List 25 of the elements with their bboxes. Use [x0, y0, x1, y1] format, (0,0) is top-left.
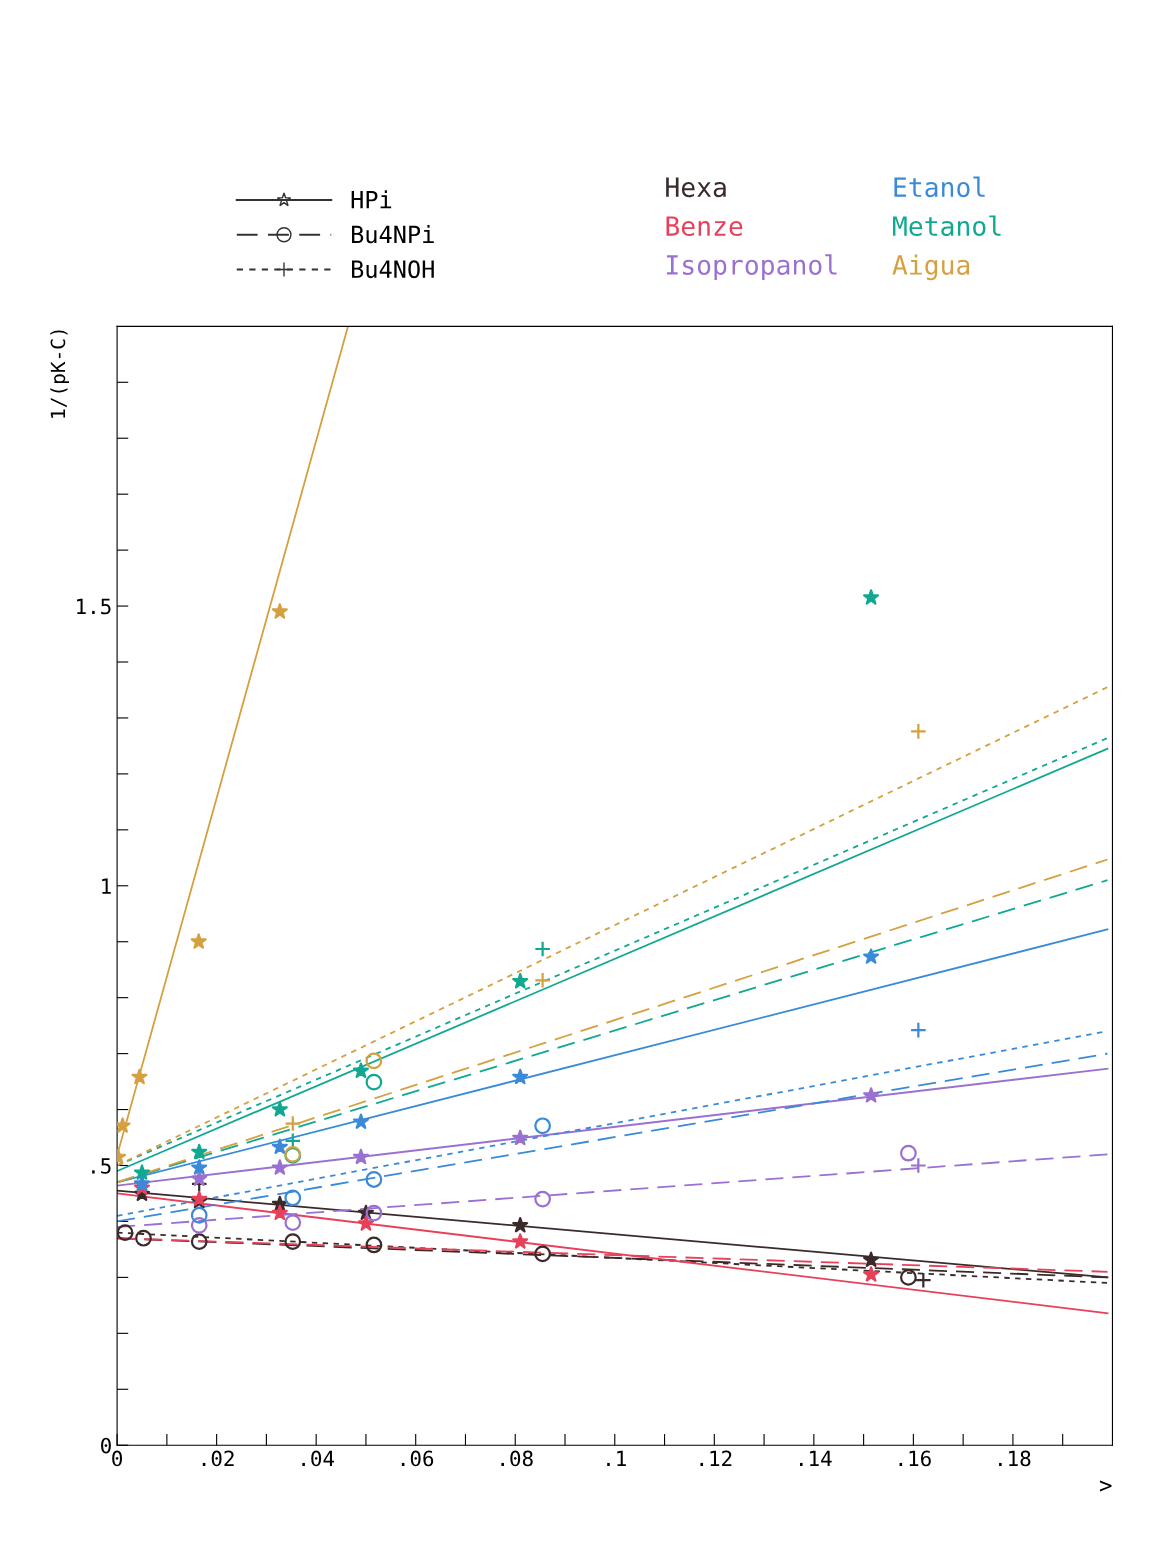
text: Bu4NOH: [352, 260, 434, 279]
text: Isopropanol: [666, 254, 837, 281]
x-tick-label: .02: [202, 1450, 234, 1467]
text: Aigua: [892, 254, 970, 281]
y-axis-title: 1/(pK-C): [50, 330, 70, 418]
y-tick-label: .5: [92, 1158, 111, 1174]
y-tick-label: 1: [102, 878, 111, 894]
x-tick-label: .16: [899, 1450, 931, 1467]
y-tick-label: 1.5: [77, 598, 111, 615]
text: Metanol: [893, 215, 1001, 237]
x-tick-label: .08: [501, 1450, 533, 1467]
text: Benze: [666, 216, 743, 237]
x-tick-label: .04: [302, 1450, 334, 1467]
text: Etanol: [894, 176, 985, 198]
x-tick-label: .06: [401, 1450, 434, 1467]
text: Bu4NPi: [352, 225, 434, 244]
x-tick-label: 0: [112, 1450, 123, 1467]
text: HPi: [351, 190, 392, 209]
text: Hexa: [666, 177, 726, 198]
x-tick-label: .1: [607, 1450, 626, 1467]
x-axis-title: >: [1100, 1480, 1112, 1492]
x-tick-label: .18: [999, 1450, 1031, 1467]
x-tick-label: .14: [800, 1450, 832, 1467]
y-tick-label: 0: [101, 1437, 111, 1454]
x-tick-label: .12: [700, 1450, 732, 1467]
